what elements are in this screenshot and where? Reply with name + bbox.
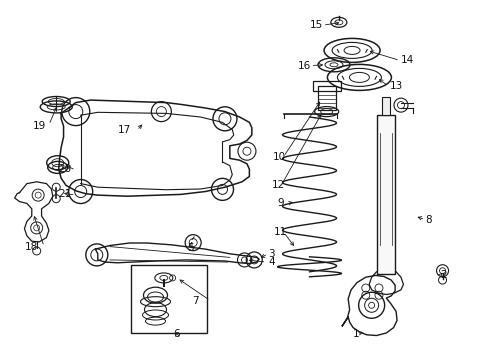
Text: 12: 12 xyxy=(271,180,284,190)
Text: 10: 10 xyxy=(272,152,285,162)
Text: 6: 6 xyxy=(173,329,180,339)
Bar xyxy=(312,81,340,91)
Text: 5: 5 xyxy=(187,243,194,253)
Text: 8: 8 xyxy=(425,215,431,225)
Text: 15: 15 xyxy=(309,20,322,30)
Text: 11: 11 xyxy=(273,227,286,237)
Text: 9: 9 xyxy=(277,198,284,208)
Bar xyxy=(317,86,335,110)
Text: 1: 1 xyxy=(352,329,359,339)
Text: 19: 19 xyxy=(33,121,46,131)
Text: 7: 7 xyxy=(191,296,198,306)
Text: 4: 4 xyxy=(267,257,274,267)
Bar xyxy=(131,265,206,333)
Bar xyxy=(382,97,389,115)
Text: 16: 16 xyxy=(298,60,311,71)
Bar xyxy=(377,115,394,274)
Text: 18: 18 xyxy=(24,242,38,252)
Text: 17: 17 xyxy=(118,125,131,135)
Text: 13: 13 xyxy=(389,81,403,91)
Text: 14: 14 xyxy=(400,55,413,66)
Text: 21: 21 xyxy=(59,189,72,199)
Text: 2: 2 xyxy=(439,270,446,280)
Text: 20: 20 xyxy=(59,164,72,174)
Text: 3: 3 xyxy=(267,249,274,259)
